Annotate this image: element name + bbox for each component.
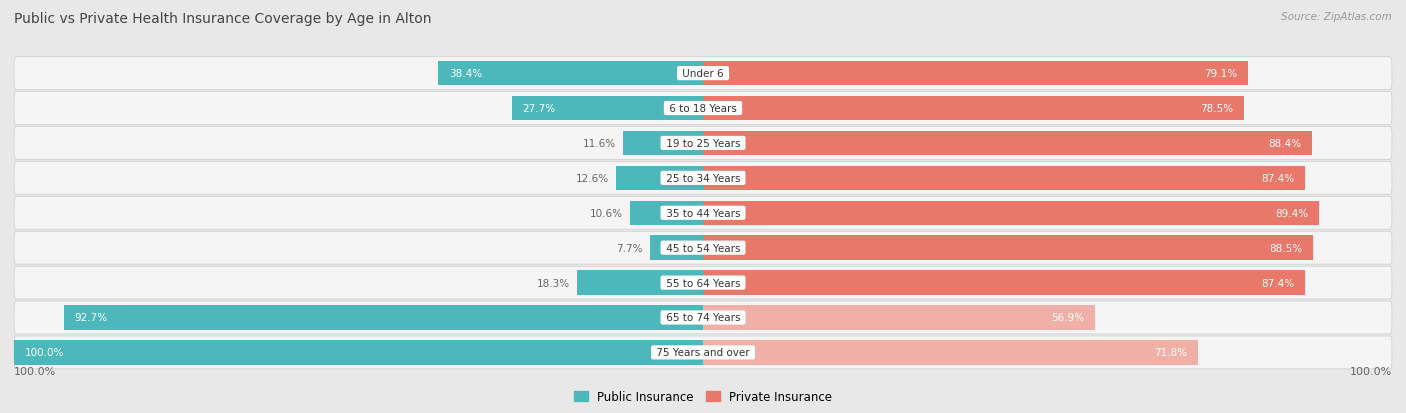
Text: Public vs Private Health Insurance Coverage by Age in Alton: Public vs Private Health Insurance Cover…: [14, 12, 432, 26]
FancyBboxPatch shape: [14, 197, 1392, 230]
Text: 88.4%: 88.4%: [1268, 139, 1302, 149]
Text: 18.3%: 18.3%: [537, 278, 569, 288]
Text: 25 to 34 Years: 25 to 34 Years: [662, 173, 744, 183]
Text: Source: ZipAtlas.com: Source: ZipAtlas.com: [1281, 12, 1392, 22]
Bar: [703, 271, 1305, 295]
Bar: [703, 166, 1305, 191]
Text: 87.4%: 87.4%: [1261, 173, 1295, 183]
Text: 100.0%: 100.0%: [24, 348, 63, 358]
Text: 38.4%: 38.4%: [449, 69, 482, 79]
FancyBboxPatch shape: [14, 127, 1392, 160]
Text: 92.7%: 92.7%: [75, 313, 108, 323]
FancyBboxPatch shape: [14, 162, 1392, 195]
Text: 11.6%: 11.6%: [583, 139, 616, 149]
Text: 65 to 74 Years: 65 to 74 Years: [662, 313, 744, 323]
Bar: [65, 306, 703, 330]
Bar: [616, 166, 703, 191]
Bar: [630, 201, 703, 225]
Bar: [650, 236, 703, 260]
Bar: [703, 131, 1312, 156]
Text: 75 Years and over: 75 Years and over: [652, 348, 754, 358]
Legend: Public Insurance, Private Insurance: Public Insurance, Private Insurance: [569, 385, 837, 408]
Text: 87.4%: 87.4%: [1261, 278, 1295, 288]
Bar: [703, 97, 1244, 121]
Text: 71.8%: 71.8%: [1154, 348, 1187, 358]
Text: Under 6: Under 6: [679, 69, 727, 79]
Bar: [703, 236, 1313, 260]
Bar: [703, 62, 1249, 86]
Text: 7.7%: 7.7%: [617, 243, 643, 253]
Text: 88.5%: 88.5%: [1270, 243, 1302, 253]
Text: 19 to 25 Years: 19 to 25 Years: [662, 139, 744, 149]
FancyBboxPatch shape: [14, 232, 1392, 264]
Bar: [14, 340, 703, 365]
Bar: [576, 271, 703, 295]
Text: 10.6%: 10.6%: [591, 208, 623, 218]
Text: 55 to 64 Years: 55 to 64 Years: [662, 278, 744, 288]
FancyBboxPatch shape: [14, 57, 1392, 90]
Text: 89.4%: 89.4%: [1275, 208, 1309, 218]
Bar: [703, 340, 1198, 365]
Text: 100.0%: 100.0%: [1350, 366, 1392, 376]
Bar: [703, 306, 1095, 330]
Text: 79.1%: 79.1%: [1205, 69, 1237, 79]
FancyBboxPatch shape: [14, 301, 1392, 334]
FancyBboxPatch shape: [14, 93, 1392, 125]
Text: 78.5%: 78.5%: [1201, 104, 1233, 114]
Text: 45 to 54 Years: 45 to 54 Years: [662, 243, 744, 253]
Text: 27.7%: 27.7%: [523, 104, 555, 114]
FancyBboxPatch shape: [14, 266, 1392, 299]
Text: 35 to 44 Years: 35 to 44 Years: [662, 208, 744, 218]
FancyBboxPatch shape: [14, 336, 1392, 369]
Text: 100.0%: 100.0%: [14, 366, 56, 376]
Bar: [439, 62, 703, 86]
Text: 12.6%: 12.6%: [576, 173, 609, 183]
Bar: [512, 97, 703, 121]
Bar: [623, 131, 703, 156]
Text: 6 to 18 Years: 6 to 18 Years: [666, 104, 740, 114]
Text: 56.9%: 56.9%: [1052, 313, 1084, 323]
Bar: [703, 201, 1319, 225]
